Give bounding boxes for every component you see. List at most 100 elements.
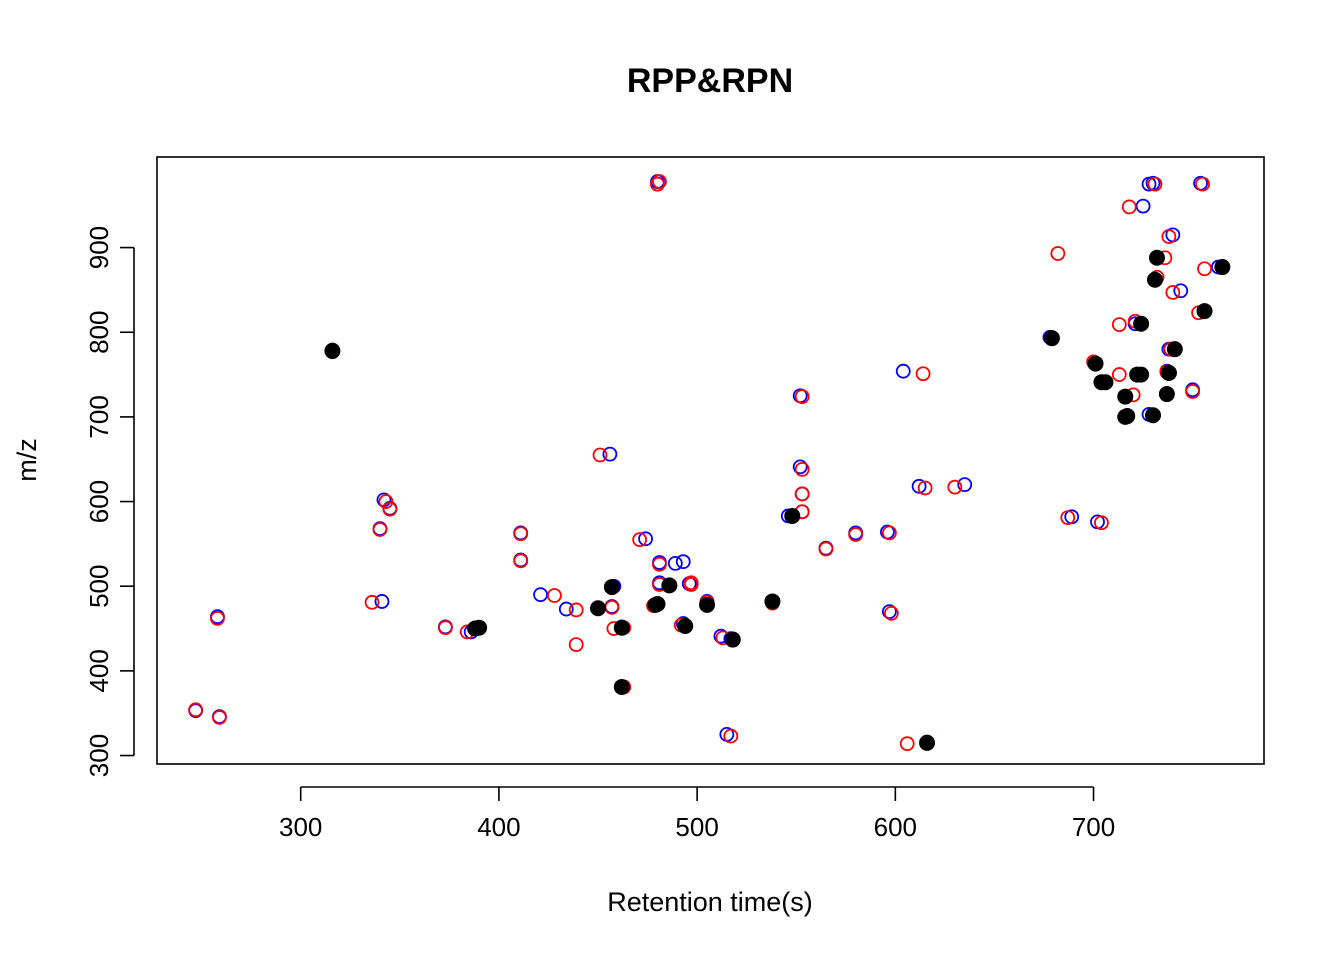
x-tick-label: 700 bbox=[1072, 812, 1115, 842]
point-filled bbox=[1146, 271, 1163, 288]
y-tick-label: 700 bbox=[84, 395, 114, 438]
point-filled bbox=[1119, 408, 1136, 425]
point-open bbox=[881, 604, 897, 620]
point-filled bbox=[1117, 388, 1134, 405]
point-open bbox=[911, 478, 927, 494]
point-open bbox=[1121, 199, 1137, 215]
x-axis: 300 400 500 600 700 bbox=[279, 786, 1115, 842]
point-open bbox=[513, 526, 529, 542]
point-open bbox=[1060, 510, 1076, 526]
point-filled bbox=[324, 342, 341, 359]
point-filled bbox=[1148, 249, 1165, 266]
point-open bbox=[899, 736, 915, 752]
point-filled bbox=[1087, 355, 1104, 372]
point-filled bbox=[1214, 259, 1231, 276]
point-open bbox=[895, 363, 911, 379]
point-open bbox=[568, 602, 584, 618]
point-filled bbox=[471, 619, 488, 636]
point-filled bbox=[1158, 386, 1175, 403]
point-filled bbox=[919, 734, 936, 751]
point-open bbox=[818, 541, 834, 557]
x-tick-label: 300 bbox=[279, 812, 322, 842]
point-filled bbox=[699, 596, 716, 613]
y-axis-label: m/z bbox=[12, 438, 42, 482]
point-open bbox=[382, 501, 398, 517]
point-filled bbox=[1196, 303, 1213, 320]
point-filled bbox=[613, 678, 630, 695]
point-filled bbox=[661, 577, 678, 594]
point-filled bbox=[1133, 315, 1150, 332]
x-tick-label: 500 bbox=[675, 812, 718, 842]
point-open bbox=[1147, 176, 1163, 192]
point-open bbox=[212, 710, 227, 725]
point-open bbox=[683, 575, 699, 591]
point-filled bbox=[649, 595, 666, 612]
point-filled bbox=[764, 593, 781, 610]
point-open bbox=[1161, 229, 1177, 244]
point-open bbox=[652, 174, 667, 189]
x-axis-label: Retention time(s) bbox=[607, 887, 813, 917]
point-open bbox=[915, 366, 931, 382]
point-filled bbox=[613, 619, 630, 636]
point-open bbox=[667, 555, 683, 571]
point-open bbox=[592, 447, 608, 463]
point-open bbox=[650, 176, 665, 192]
point-filled bbox=[1097, 374, 1114, 391]
point-open bbox=[794, 389, 810, 404]
point-filled bbox=[1166, 341, 1183, 358]
point-open bbox=[364, 594, 380, 610]
point-open bbox=[437, 620, 453, 636]
point-open bbox=[1135, 198, 1151, 214]
y-tick-label: 400 bbox=[84, 649, 114, 692]
point-open bbox=[947, 479, 963, 495]
point-open bbox=[604, 599, 620, 615]
point-filled bbox=[724, 631, 741, 648]
point-open bbox=[374, 594, 390, 609]
point-open bbox=[1165, 285, 1181, 300]
point-open bbox=[652, 556, 667, 572]
point-open bbox=[848, 527, 864, 542]
data-points bbox=[188, 174, 1231, 752]
point-open bbox=[957, 477, 973, 493]
point-open bbox=[1094, 515, 1109, 531]
point-open bbox=[1111, 367, 1127, 382]
x-tick-label: 600 bbox=[874, 812, 917, 842]
point-open bbox=[794, 486, 810, 502]
point-open bbox=[1197, 261, 1212, 277]
point-open bbox=[723, 728, 739, 744]
point-filled bbox=[603, 579, 620, 596]
point-open bbox=[638, 531, 653, 547]
point-open bbox=[533, 587, 548, 603]
point-open bbox=[883, 605, 899, 621]
point-open bbox=[558, 601, 574, 617]
point-open bbox=[513, 553, 529, 569]
chart-title: RPP&RPN bbox=[627, 62, 793, 100]
point-open bbox=[1111, 317, 1127, 333]
x-tick-label: 400 bbox=[477, 812, 520, 842]
point-open bbox=[675, 554, 691, 570]
y-tick-label: 900 bbox=[84, 226, 114, 269]
point-open bbox=[372, 522, 388, 537]
point-open bbox=[794, 461, 810, 477]
point-open bbox=[568, 637, 584, 653]
y-tick-label: 800 bbox=[84, 311, 114, 354]
point-filled bbox=[1160, 364, 1177, 381]
point-open bbox=[1195, 176, 1210, 192]
point-filled bbox=[677, 618, 694, 635]
y-tick-label: 600 bbox=[84, 480, 114, 523]
point-open bbox=[917, 480, 933, 496]
point-open bbox=[602, 446, 618, 462]
point-open bbox=[1185, 384, 1201, 399]
point-filled bbox=[1145, 407, 1162, 424]
point-open bbox=[1050, 246, 1066, 261]
point-open bbox=[188, 702, 204, 718]
plot-frame bbox=[156, 156, 1265, 765]
point-open bbox=[378, 494, 394, 509]
point-open bbox=[1173, 283, 1189, 299]
point-filled bbox=[784, 507, 801, 524]
point-open bbox=[792, 459, 808, 475]
y-tick-label: 300 bbox=[84, 734, 114, 777]
y-tick-label: 500 bbox=[84, 565, 114, 608]
